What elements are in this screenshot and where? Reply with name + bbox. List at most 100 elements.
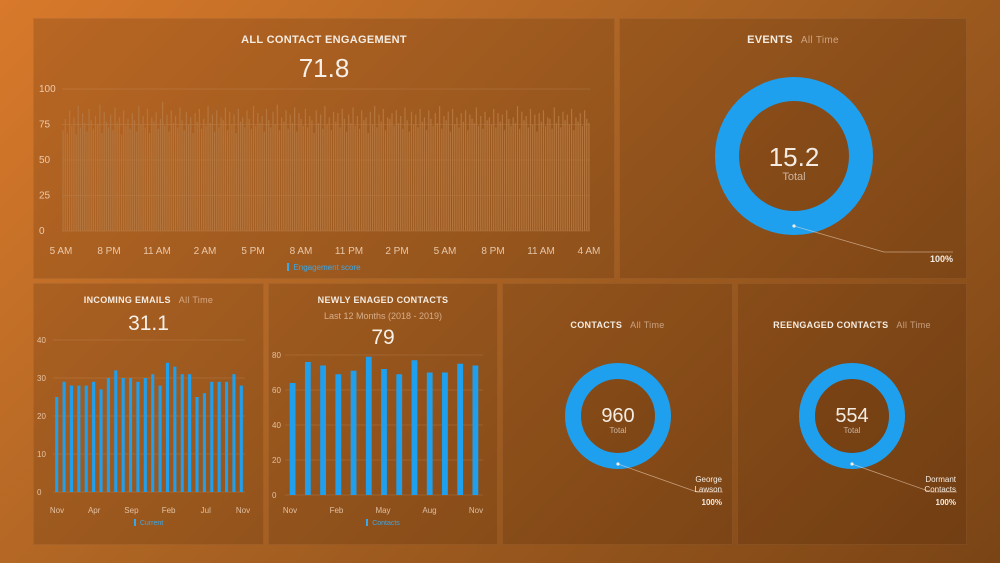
engagement-bar[interactable] — [226, 130, 229, 231]
engagement-bar[interactable] — [302, 125, 304, 231]
reengaged-slice[interactable] — [799, 363, 905, 469]
emails-bar[interactable] — [239, 385, 243, 492]
contacts-slice[interactable] — [565, 363, 671, 469]
engagement-bar[interactable] — [276, 104, 278, 231]
engagement-bar[interactable] — [523, 120, 525, 231]
engagement-bar[interactable] — [144, 127, 146, 231]
engagement-bar[interactable] — [490, 124, 493, 232]
engagement-bar[interactable] — [315, 110, 317, 231]
emails-bar[interactable] — [232, 374, 236, 492]
engagement-bar[interactable] — [120, 134, 123, 231]
engagement-bar[interactable] — [527, 127, 529, 231]
engagement-bar[interactable] — [235, 133, 237, 231]
engagement-bar[interactable] — [516, 106, 519, 231]
engagement-bar[interactable] — [101, 133, 103, 231]
emails-bar[interactable] — [188, 374, 192, 492]
engagement-bar[interactable] — [211, 114, 213, 231]
engagement-bar[interactable] — [244, 127, 246, 231]
engagement-bar[interactable] — [177, 127, 179, 231]
engagement-bar[interactable] — [216, 110, 218, 231]
engagement-bar[interactable] — [423, 117, 426, 231]
engagement-bar[interactable] — [118, 117, 120, 231]
engagement-bar[interactable] — [170, 110, 172, 231]
newly-bar[interactable] — [411, 360, 418, 495]
engagement-bar[interactable] — [237, 108, 239, 231]
engagement-bar[interactable] — [274, 124, 276, 232]
engagement-bar[interactable] — [514, 123, 516, 231]
engagement-bar[interactable] — [116, 123, 118, 231]
engagement-bar[interactable] — [555, 123, 558, 231]
engagement-bar[interactable] — [157, 128, 159, 231]
engagement-bar[interactable] — [501, 114, 503, 231]
engagement-bar[interactable] — [187, 124, 190, 232]
engagement-bar[interactable] — [538, 113, 540, 231]
emails-bar[interactable] — [136, 381, 140, 492]
engagement-bar[interactable] — [358, 128, 361, 231]
engagement-bar[interactable] — [257, 113, 259, 231]
engagement-bar[interactable] — [495, 127, 497, 231]
engagement-bar[interactable] — [252, 106, 255, 231]
events-slice[interactable] — [715, 77, 873, 235]
engagement-bar[interactable] — [307, 127, 309, 231]
emails-legend[interactable]: Current — [34, 519, 263, 527]
engagement-bar[interactable] — [213, 131, 216, 231]
engagement-bar[interactable] — [136, 131, 138, 231]
engagement-bar[interactable] — [426, 130, 428, 231]
engagement-bar[interactable] — [406, 120, 408, 231]
emails-bar[interactable] — [217, 381, 221, 492]
engagement-bar[interactable] — [289, 114, 291, 231]
engagement-bar[interactable] — [62, 130, 64, 231]
engagement-bar[interactable] — [294, 107, 296, 231]
engagement-bar[interactable] — [534, 114, 536, 231]
engagement-bar[interactable] — [151, 117, 153, 231]
engagement-bar[interactable] — [521, 111, 523, 231]
engagement-bar[interactable] — [149, 133, 151, 231]
engagement-bar[interactable] — [365, 117, 367, 231]
engagement-bar[interactable] — [564, 120, 566, 231]
engagement-bar[interactable] — [339, 127, 341, 231]
engagement-bar[interactable] — [296, 131, 298, 231]
engagement-bar[interactable] — [510, 125, 512, 231]
emails-bar[interactable] — [210, 381, 214, 492]
engagement-bar[interactable] — [270, 127, 272, 231]
engagement-bar[interactable] — [291, 123, 294, 231]
engagement-bar[interactable] — [110, 114, 112, 231]
engagement-bar[interactable] — [439, 106, 441, 231]
engagement-bar[interactable] — [410, 111, 413, 231]
engagement-bar[interactable] — [588, 123, 590, 231]
engagement-bar[interactable] — [190, 117, 192, 231]
engagement-bar[interactable] — [441, 128, 443, 231]
engagement-bar[interactable] — [506, 110, 508, 231]
engagement-bar[interactable] — [350, 123, 352, 231]
engagement-bar[interactable] — [127, 118, 129, 231]
engagement-bar[interactable] — [138, 106, 140, 231]
engagement-bar[interactable] — [428, 110, 430, 231]
engagement-bar[interactable] — [488, 117, 490, 231]
engagement-bar[interactable] — [547, 117, 549, 231]
newly-bar[interactable] — [320, 365, 326, 496]
engagement-bar[interactable] — [503, 130, 506, 231]
emails-bar[interactable] — [92, 381, 96, 492]
engagement-bar[interactable] — [281, 117, 283, 231]
engagement-bar[interactable] — [402, 128, 404, 231]
engagement-bar[interactable] — [162, 101, 164, 231]
engagement-bar[interactable] — [196, 121, 198, 231]
emails-bar[interactable] — [99, 389, 103, 492]
engagement-bar[interactable] — [467, 130, 469, 231]
engagement-bar[interactable] — [159, 118, 162, 231]
newly-bar[interactable] — [457, 363, 464, 495]
engagement-bar[interactable] — [529, 108, 532, 231]
engagement-bar[interactable] — [387, 117, 389, 231]
engagement-bar[interactable] — [458, 127, 460, 231]
engagement-bar[interactable] — [473, 123, 475, 231]
engagement-bar[interactable] — [222, 120, 224, 231]
engagement-bar[interactable] — [451, 108, 454, 231]
engagement-bar[interactable] — [480, 115, 482, 231]
newly-legend[interactable]: Contacts — [269, 519, 497, 527]
engagement-bar[interactable] — [361, 110, 363, 231]
engagement-bar[interactable] — [224, 107, 226, 231]
engagement-bar[interactable] — [175, 115, 177, 231]
engagement-bar[interactable] — [166, 114, 168, 231]
engagement-bar[interactable] — [330, 130, 333, 231]
engagement-bar[interactable] — [536, 131, 538, 231]
